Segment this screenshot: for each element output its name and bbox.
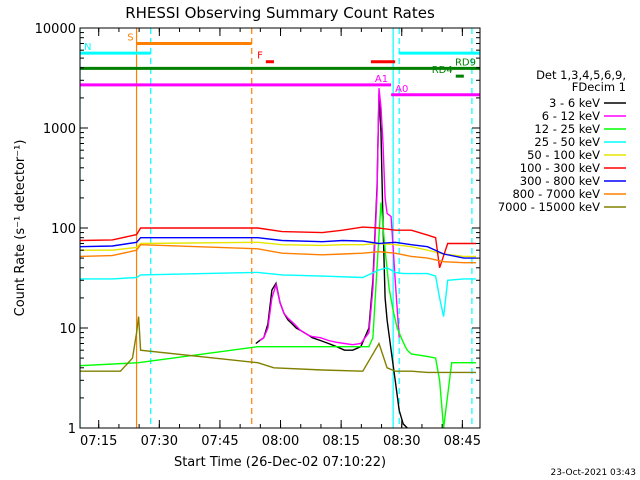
series-line — [80, 241, 476, 258]
y-axis-label: Count Rate (s⁻¹ detector⁻¹) — [13, 140, 28, 317]
x-tick-label: 08:00 — [262, 434, 299, 449]
x-tick-label: 08:15 — [322, 434, 359, 449]
x-axis-ticks: 07:15 07:30 07:45 08:00 08:15 08:30 08:45 — [80, 28, 481, 449]
flag-label: A1 — [375, 74, 388, 85]
legend-entry-label: 3 - 6 keV — [549, 96, 600, 110]
legend-entry-label: 25 - 50 keV — [534, 135, 600, 149]
series-line — [80, 202, 476, 428]
legend-entry-label: 12 - 25 keV — [534, 122, 600, 136]
series-line — [80, 236, 476, 259]
legend-entry-label: 7000 - 15000 keV — [498, 200, 600, 214]
y-tick-label: 10 — [59, 322, 76, 337]
flag-label: A0 — [395, 84, 408, 95]
series-lines — [80, 88, 476, 428]
legend-header-line-1: Det 1,3,4,5,6,9, — [536, 68, 626, 82]
legend-entry-label: 800 - 7000 keV — [512, 187, 600, 201]
series-line — [80, 243, 476, 264]
y-tick-label: 100 — [51, 222, 76, 237]
x-axis-label: Start Time (26-Dec-02 07:10:22) — [174, 455, 386, 470]
legend-entry-label: 300 - 800 keV — [520, 174, 600, 188]
series-line — [80, 267, 476, 317]
legend-entry-label: 100 - 300 keV — [520, 161, 600, 175]
y-tick-label: 10000 — [35, 22, 76, 37]
x-tick-label: 07:15 — [80, 434, 117, 449]
legend-entry-label: 6 - 12 keV — [542, 109, 600, 123]
chart-title: RHESSI Observing Summary Count Rates — [125, 4, 435, 22]
series-line — [255, 93, 408, 428]
series-line — [80, 226, 476, 269]
x-tick-label: 08:30 — [383, 434, 420, 449]
x-tick-label: 08:45 — [444, 434, 481, 449]
footer-timestamp: 23-Oct-2021 03:43 — [551, 468, 636, 478]
series-line — [80, 316, 476, 374]
legend-header-line-2: FDecim 1 — [572, 80, 626, 94]
legend-entry-label: 50 - 100 keV — [527, 148, 600, 162]
y-tick-label: 1 — [68, 422, 76, 437]
y-tick-label: 1000 — [43, 122, 76, 137]
flag-label: F — [257, 51, 263, 62]
flag-label: S — [127, 32, 133, 43]
y-axis-ticks: 1 10 100 1000 10000 — [35, 22, 480, 437]
x-tick-label: 07:30 — [141, 434, 178, 449]
flag-label: N — [84, 42, 91, 53]
flag-label: RD4 — [432, 65, 453, 76]
series-line — [259, 88, 400, 346]
x-tick-label: 07:45 — [201, 434, 238, 449]
flag-label: RD9 — [455, 57, 476, 68]
